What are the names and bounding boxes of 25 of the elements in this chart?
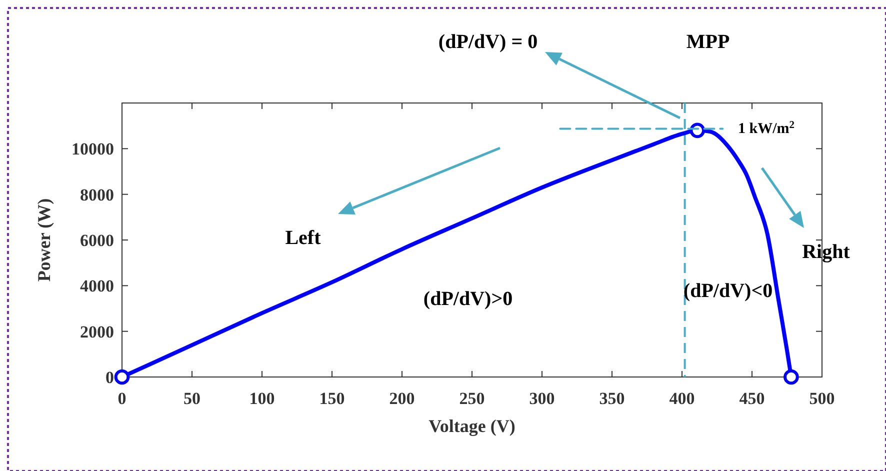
x-tick-label: 350 (599, 389, 625, 408)
x-tick-label: 200 (389, 389, 415, 408)
x-tick-label: 150 (319, 389, 345, 408)
annotation: (dP/dV)<0 (683, 280, 773, 302)
annotation: 1 kW/m$^{2}$ (738, 120, 795, 137)
annotation: Left (285, 227, 322, 249)
text: (dP/dV) = 0 (438, 31, 538, 53)
text: MPP (686, 31, 730, 53)
x-tick-label: 250 (459, 389, 485, 408)
x-tick-label: 450 (739, 389, 765, 408)
y-tick-label: 4000 (80, 276, 114, 296)
annotation: (dP/dV)>0 (423, 288, 513, 310)
x-axis-title: Voltage (V) (428, 416, 516, 436)
x-tick-label: 500 (809, 389, 835, 408)
y-tick-label: 10000 (72, 140, 114, 159)
y-tick-label: 0 (106, 368, 114, 387)
y-tick-label: 8000 (80, 185, 114, 204)
x-tick-label: 50 (184, 389, 200, 408)
x-tick-label: 300 (529, 389, 555, 408)
y-tick-label: 2000 (80, 322, 114, 342)
y-axis-title: Power (W) (34, 198, 54, 282)
x-tick-label: 0 (118, 389, 126, 408)
x-tick-label: 400 (669, 389, 695, 408)
x-tick-label: 100 (249, 389, 275, 408)
y-tick-label: 6000 (80, 231, 114, 250)
